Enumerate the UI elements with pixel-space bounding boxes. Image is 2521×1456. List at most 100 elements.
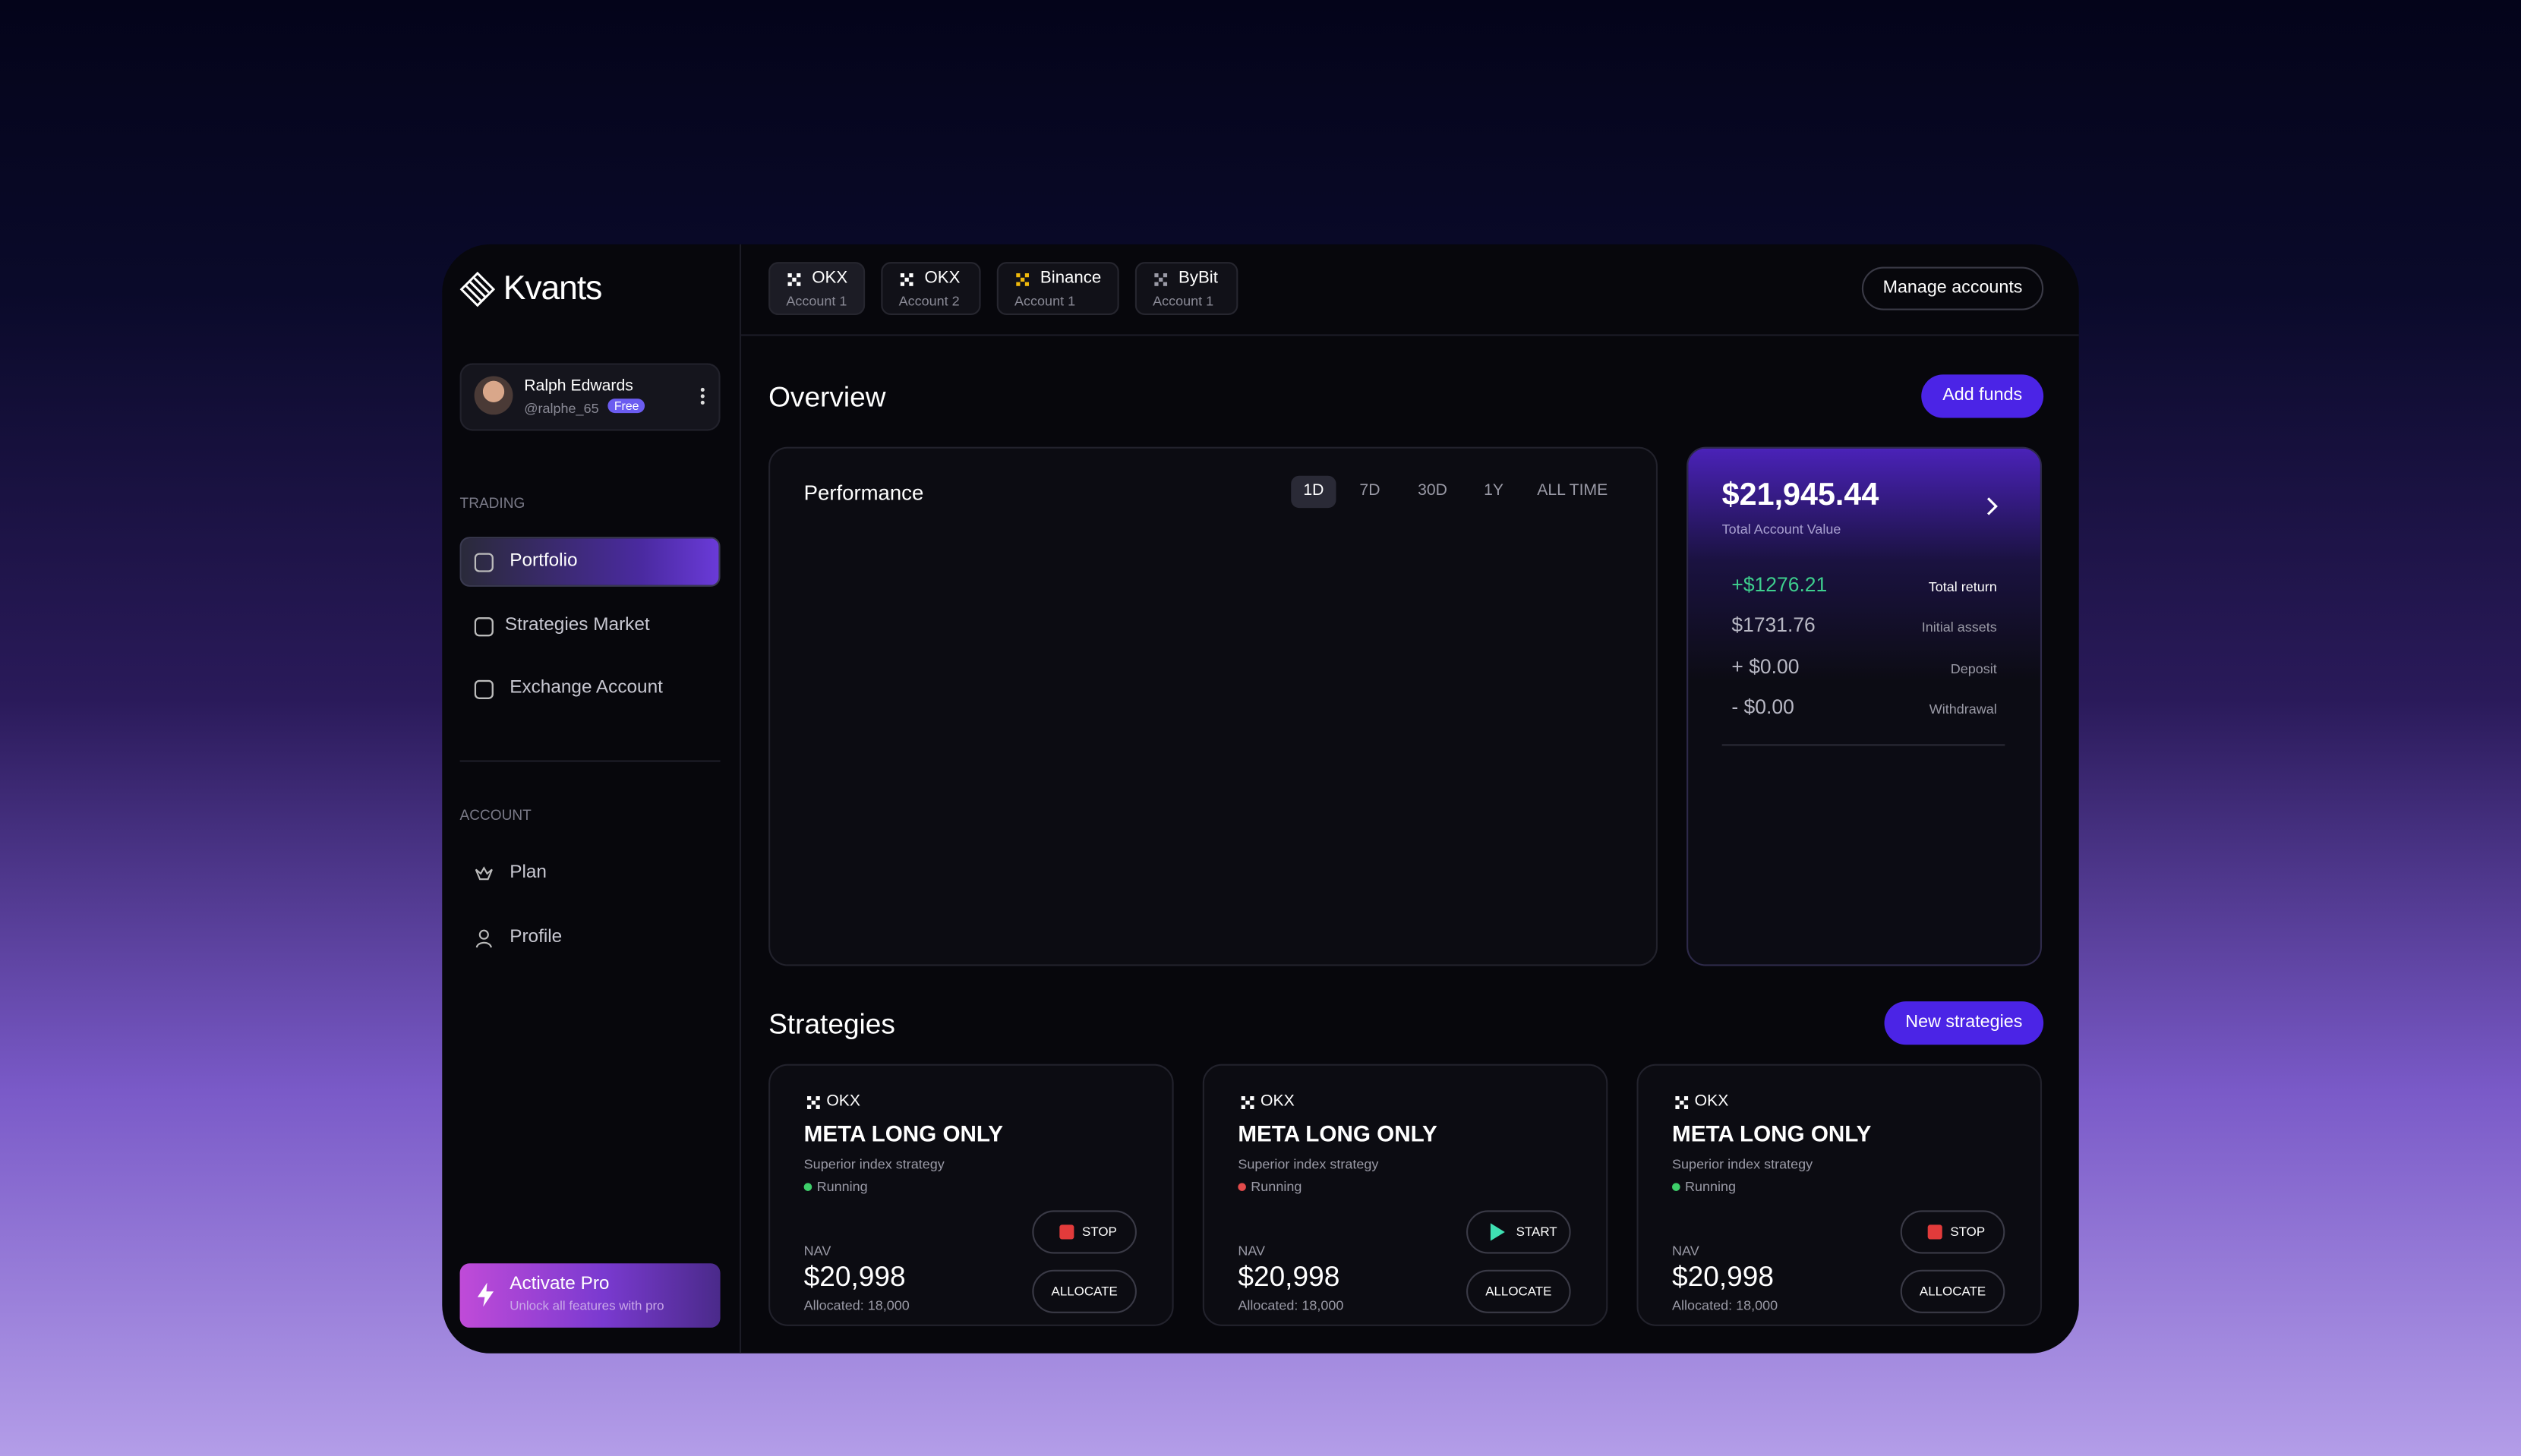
- card-exchange: OKX: [1260, 1092, 1295, 1111]
- allocate-button[interactable]: [1900, 1269, 2005, 1313]
- sidebar-divider: [739, 244, 742, 1354]
- user-handle: @ralphe_65: [524, 399, 599, 416]
- new-strategies-button[interactable]: [1884, 1001, 2044, 1045]
- stop-icon: [1927, 1224, 1942, 1240]
- nav-label: NAV: [1672, 1242, 1699, 1259]
- exchange-icon: [1675, 1096, 1689, 1109]
- row-value: - $0.00: [1731, 696, 1794, 719]
- promo-subtitle: Unlock all features with pro: [510, 1298, 664, 1313]
- nav-value: $20,998: [1672, 1260, 1774, 1293]
- account-label: Account 1: [1153, 292, 1214, 308]
- manage-accounts-button[interactable]: [1861, 266, 2044, 310]
- card-status: Running: [1251, 1177, 1302, 1194]
- row-value: +$1276.21: [1731, 574, 1828, 597]
- nav-item[interactable]: [460, 850, 721, 899]
- account-value: $21,945.44: [1721, 477, 1879, 513]
- nav-label: Portfolio: [510, 550, 578, 571]
- action-label: START: [1516, 1224, 1557, 1240]
- account-tab[interactable]: [881, 262, 981, 316]
- action-button[interactable]: [1466, 1210, 1571, 1254]
- account-value-label: Total Account Value: [1721, 520, 1841, 537]
- section-title: Strategies: [768, 1007, 895, 1041]
- nav-value: $20,998: [1238, 1260, 1340, 1293]
- nav-label: Strategies Market: [504, 615, 650, 635]
- allocated: Allocated: 18,000: [803, 1297, 910, 1313]
- exchange-icon: [806, 1096, 820, 1109]
- add-funds-button[interactable]: [1921, 374, 2044, 418]
- chevron: [1986, 497, 1998, 515]
- allocate-button[interactable]: [1466, 1269, 1571, 1313]
- brand-logo: [459, 271, 496, 307]
- action-button[interactable]: [1900, 1210, 2005, 1254]
- row-value: $1731.76: [1731, 614, 1816, 637]
- account-tab[interactable]: [1134, 262, 1238, 316]
- account-exchange: Binance: [1040, 269, 1102, 289]
- nav-item[interactable]: [460, 538, 721, 587]
- account-exchange: OKX: [924, 269, 961, 289]
- exchange-icon: [1016, 272, 1030, 285]
- exchange-icon: [787, 272, 801, 285]
- nav-icon: [474, 679, 494, 699]
- account-tab[interactable]: [996, 262, 1119, 316]
- performance-panel: [768, 446, 1658, 966]
- action-label: STOP: [1081, 1224, 1117, 1240]
- nav-icon: [474, 553, 494, 572]
- nav-heading: ACCOUNT: [459, 807, 532, 824]
- topbar-divider: [739, 334, 2079, 336]
- promo-card[interactable]: [459, 1263, 721, 1328]
- strategy-card: [1636, 1064, 2043, 1326]
- status-dot: [1238, 1182, 1246, 1190]
- exchange-icon: [1241, 1096, 1254, 1109]
- status-dot: [803, 1182, 812, 1190]
- nav-label: Profile: [510, 927, 563, 947]
- chart-title: Performance: [803, 480, 924, 505]
- nav-icon: [475, 929, 492, 948]
- row-value: + $0.00: [1731, 656, 1800, 679]
- allocate-label: ALLOCATE: [1051, 1284, 1118, 1299]
- card-name: META LONG ONLY: [803, 1120, 1004, 1147]
- nav-label: NAV: [803, 1242, 831, 1259]
- row-label: Withdrawal: [1929, 700, 1997, 717]
- promo-title: Activate Pro: [510, 1274, 610, 1294]
- row-label: Deposit: [1950, 660, 1997, 676]
- nav-icon: [475, 866, 493, 881]
- brand-name: Kvants: [503, 269, 603, 307]
- strategy-card: [768, 1064, 1174, 1326]
- card-exchange: OKX: [826, 1092, 861, 1111]
- user-menu: [700, 387, 705, 405]
- nav-label: NAV: [1238, 1242, 1266, 1259]
- card-status: Running: [816, 1177, 868, 1194]
- nav-icon: [474, 617, 494, 637]
- allocated: Allocated: 18,000: [1238, 1297, 1344, 1313]
- card-exchange: OKX: [1694, 1092, 1729, 1111]
- avatar: [474, 376, 513, 415]
- nav-value: $20,998: [803, 1260, 906, 1293]
- nav-label: Exchange Account: [510, 678, 663, 698]
- nav-item[interactable]: [460, 915, 721, 963]
- card-description: Superior index strategy: [1238, 1155, 1379, 1171]
- range-label: 1D: [1303, 481, 1324, 500]
- allocated: Allocated: 18,000: [1672, 1297, 1778, 1313]
- start-icon: [1490, 1223, 1505, 1241]
- promo-icon: [477, 1282, 494, 1307]
- allocate-label: ALLOCATE: [1485, 1284, 1552, 1299]
- card-description: Superior index strategy: [803, 1155, 945, 1171]
- exchange-icon: [1154, 272, 1168, 285]
- strategy-card: [1202, 1064, 1608, 1326]
- action-button[interactable]: [1032, 1210, 1137, 1254]
- row-label: Total return: [1928, 578, 1997, 594]
- range-label: 30D: [1418, 481, 1447, 500]
- action-label: STOP: [1950, 1224, 1986, 1240]
- manage-accounts-label: Manage accounts: [1882, 278, 2023, 298]
- allocate-button[interactable]: [1032, 1269, 1137, 1313]
- status-dot: [1672, 1182, 1680, 1190]
- account-tab[interactable]: [768, 262, 866, 316]
- account-exchange: ByBit: [1178, 269, 1218, 289]
- nav-label: Plan: [510, 862, 547, 883]
- account-exchange: OKX: [812, 269, 848, 289]
- row-label: Initial assets: [1921, 618, 1997, 635]
- account-label: Account 1: [786, 292, 847, 308]
- stop-icon: [1059, 1224, 1074, 1240]
